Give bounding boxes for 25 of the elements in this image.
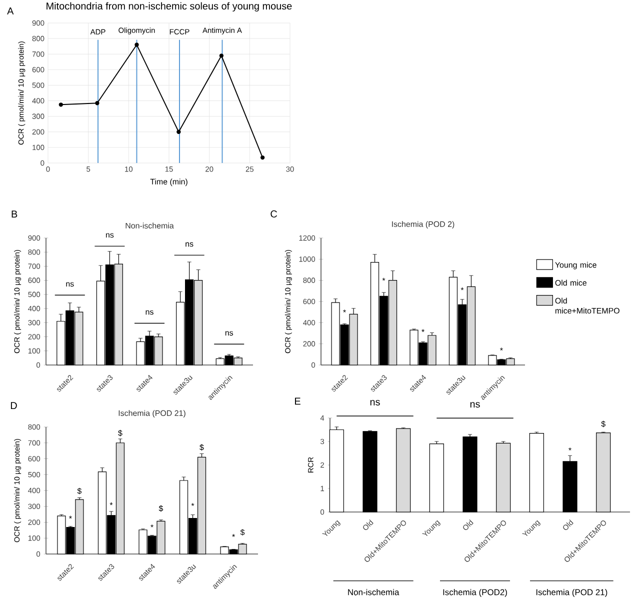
bar <box>396 428 411 512</box>
point <box>95 101 100 106</box>
bar <box>429 444 444 512</box>
bar <box>496 442 511 512</box>
bar <box>529 432 544 512</box>
point <box>134 42 139 47</box>
point <box>176 130 181 134</box>
bar <box>362 431 378 512</box>
text: B <box>12 210 18 218</box>
text: A <box>7 8 14 14</box>
text: C <box>270 210 278 218</box>
text: ns <box>370 400 380 406</box>
text: E <box>295 398 300 405</box>
text: Non-ischemia <box>348 588 400 596</box>
point <box>260 155 265 160</box>
bar <box>462 436 478 512</box>
text: Ischemia (POD 21) <box>536 588 608 597</box>
point <box>58 102 63 107</box>
bar <box>596 432 611 512</box>
point <box>219 54 224 58</box>
bar <box>329 429 344 512</box>
text: ns <box>470 402 480 408</box>
text: D <box>10 402 17 410</box>
chart-title: Mitochondria from non-ischemic soleus of young mouse <box>46 2 292 12</box>
text: Ischemia (POD2) <box>443 588 507 597</box>
